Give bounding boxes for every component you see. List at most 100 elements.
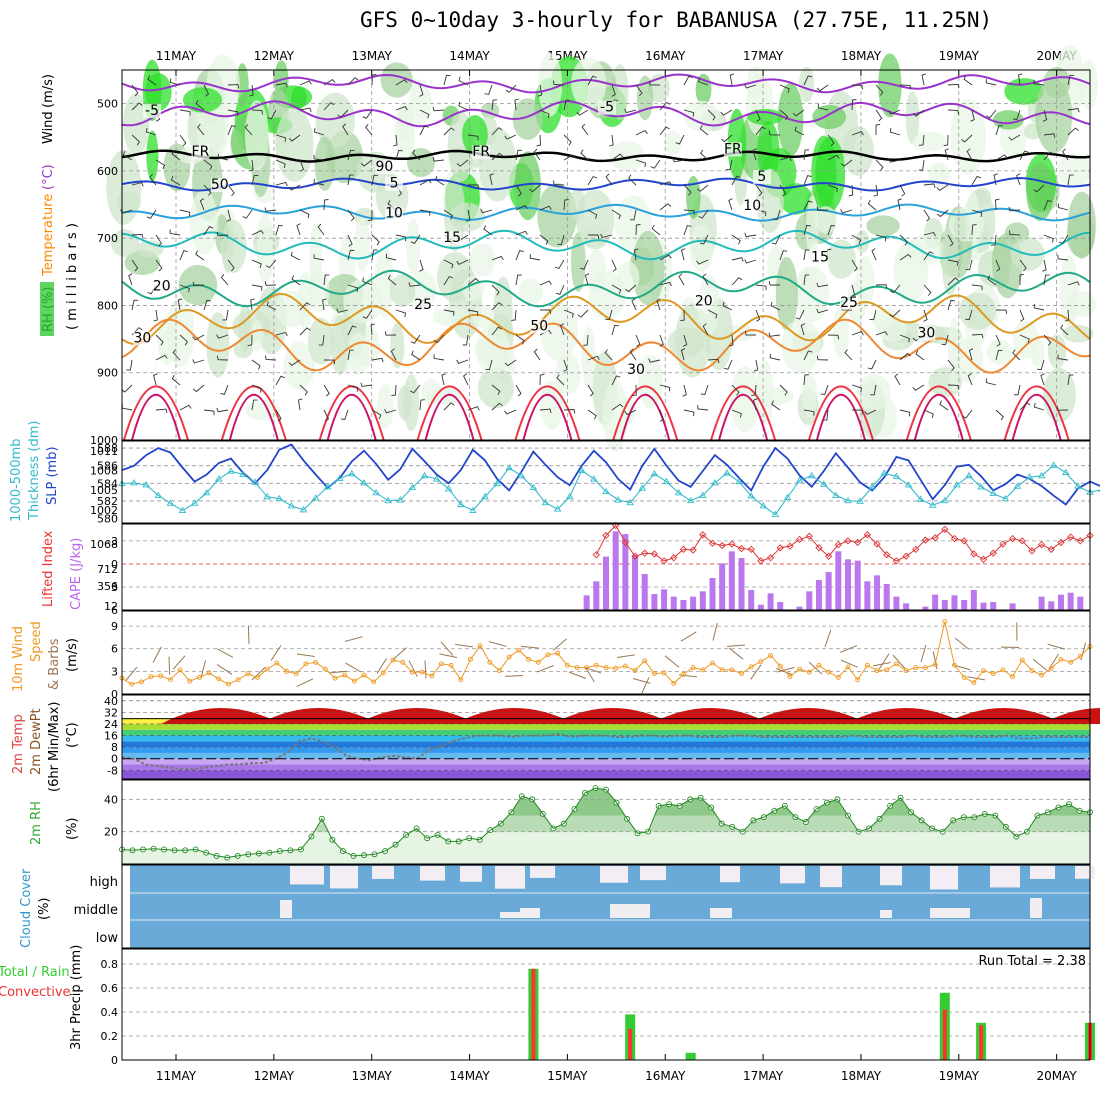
wind-barb [827, 154, 840, 161]
cloud-high-block [820, 866, 842, 888]
wind-barb [682, 334, 688, 347]
cape-bar [854, 560, 861, 610]
wind10m-panel: 9 6 3 0 10m Wind Speed & Barbs (m/s) [11, 619, 1093, 701]
slp-point [1049, 461, 1058, 468]
wind-barb [611, 324, 619, 336]
wind-barb [419, 109, 430, 119]
wind-barb [779, 384, 788, 396]
wind-barb [251, 230, 264, 236]
wind-speed-point [758, 659, 764, 665]
cape-bar [1009, 603, 1016, 610]
slp-point [360, 479, 368, 486]
rh-shade-blob [616, 261, 640, 293]
cape-bar [970, 590, 977, 610]
wind-barb [155, 354, 168, 361]
rh-shade-blob [842, 126, 874, 176]
wind-barb-10m [455, 643, 474, 648]
wind-barb-10m [270, 645, 282, 661]
cape-tick: 712 [97, 563, 118, 576]
wind-barb [870, 384, 877, 396]
wind-barb [822, 409, 829, 421]
wind-barb [604, 349, 613, 361]
wind-barb [1060, 324, 1069, 336]
wind-barb [371, 74, 377, 86]
wind-barb [993, 173, 998, 186]
wind-barb [264, 207, 277, 212]
temp-contour [121, 269, 1091, 308]
wind-barb [458, 76, 469, 86]
wind-barb [1043, 200, 1052, 211]
wind-barb [851, 331, 864, 336]
wind-barb [1013, 384, 1021, 396]
wind-barb [744, 331, 757, 336]
wind-barb [563, 409, 576, 414]
cape-bar [835, 551, 842, 610]
wind-barb [323, 79, 336, 86]
wind-barb [195, 99, 205, 111]
slp-point [747, 492, 755, 499]
cape-bar [709, 578, 716, 610]
wind-barb [728, 198, 733, 211]
wind-barb [923, 231, 936, 237]
slp-point [650, 469, 659, 477]
wind-barb [844, 349, 853, 361]
wind-speed-point [777, 663, 783, 669]
cape-bar [806, 591, 813, 610]
li-point [689, 546, 697, 554]
rh-shade-blob [620, 397, 636, 424]
wind-barb [340, 409, 349, 421]
slp-point [1025, 473, 1034, 480]
thickness-unit: Thickness (dm) [27, 421, 42, 521]
wind-barb-10m [247, 625, 250, 644]
slp-point [202, 488, 211, 496]
wind-barb [816, 206, 829, 211]
wind-barb [752, 148, 757, 161]
wind-barb [1019, 402, 1031, 411]
surface-temp-contour [612, 385, 679, 441]
wind-barb [563, 199, 569, 211]
wind-barb-10m [392, 647, 407, 661]
wind-barb-10m [1032, 658, 1048, 671]
wind-barb [179, 209, 191, 217]
wind-barb [696, 184, 709, 192]
contour-label: 5 [390, 176, 399, 192]
wind-barb-10m [536, 665, 554, 673]
temp2m-unit: (°C) [65, 722, 80, 748]
cloud-high-block [530, 866, 555, 878]
millibars-label: ( m i l l i b a r s ) [65, 223, 80, 330]
panel-frame [121, 523, 1091, 611]
wind-barb [197, 123, 205, 136]
wind-barb [779, 184, 787, 197]
wind-barb [322, 298, 327, 311]
temp-hump [943, 708, 1064, 724]
pressure-tick: 700 [97, 232, 118, 245]
wind-barb [563, 359, 568, 372]
cloud-level-label: low [96, 931, 119, 946]
slp-point [880, 469, 889, 476]
wind-barb [1033, 303, 1045, 311]
precip-tick: 0.2 [101, 1030, 119, 1043]
cape-bar [980, 602, 987, 610]
wind-barb [537, 84, 543, 97]
wind-barb [600, 233, 613, 239]
temp-band [122, 741, 1090, 748]
wind-barb [631, 298, 637, 311]
wind-barb [731, 257, 744, 262]
wind-speed-point [981, 668, 986, 674]
wind-barb [275, 409, 282, 422]
contour-label: FR [472, 144, 490, 160]
slp-point [965, 471, 973, 479]
wind-barb [275, 224, 283, 236]
temp-hump [1041, 708, 1100, 724]
wind-barb-10m [125, 666, 138, 682]
wind-barb [264, 281, 277, 286]
wind-barb [504, 409, 517, 415]
wind-barb [683, 109, 695, 117]
precip-panel: 0.8 0.6 0.4 0.2 0 Run Total = 2.38 Total / Rai… [0, 945, 1095, 1067]
cape-bar [767, 593, 774, 610]
wind-barb [875, 331, 888, 336]
rh-shade-blob [157, 316, 177, 366]
wind-speed-point [816, 662, 822, 668]
li-point [815, 544, 823, 552]
wind-barb [659, 409, 665, 422]
